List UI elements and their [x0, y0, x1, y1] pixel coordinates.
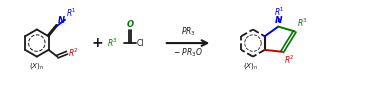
Text: $(X)_n$: $(X)_n$ [29, 60, 45, 70]
Text: $R^2$: $R^2$ [284, 54, 295, 66]
Text: $(X)_n$: $(X)_n$ [243, 60, 259, 70]
Text: $PR_3$: $PR_3$ [181, 26, 195, 38]
Text: $R^1$: $R^1$ [274, 5, 285, 18]
Text: N: N [58, 16, 65, 25]
Text: $R^3$: $R^3$ [297, 16, 308, 29]
Text: $R^2$: $R^2$ [68, 47, 79, 59]
Text: $-\ PR_3O$: $-\ PR_3O$ [173, 47, 203, 59]
Text: Cl: Cl [137, 39, 144, 48]
Text: +: + [91, 36, 103, 50]
Text: $R^1$: $R^1$ [65, 7, 76, 19]
Text: O: O [126, 21, 133, 30]
Text: N: N [274, 16, 282, 25]
Text: $R^3$: $R^3$ [107, 37, 118, 49]
